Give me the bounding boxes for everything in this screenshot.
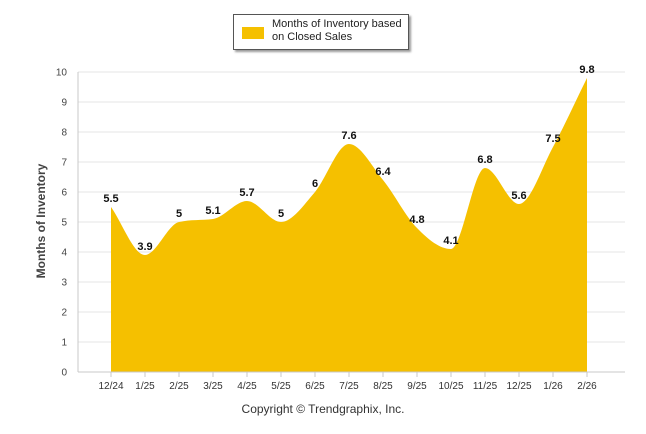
copyright-footer: Copyright © Trendgraphix, Inc.	[241, 402, 405, 416]
data-label: 4.1	[443, 235, 458, 247]
x-tick-label: 9/25	[407, 381, 427, 392]
y-axis-title: Months of Inventory	[34, 163, 48, 279]
data-label: 6	[312, 178, 318, 190]
x-tick-label: 6/25	[305, 381, 325, 392]
y-tick-label: 0	[61, 368, 67, 379]
data-label: 5.6	[511, 190, 526, 202]
x-tick-label: 2/26	[577, 381, 597, 392]
x-tick-label: 4/25	[237, 381, 257, 392]
y-tick-label: 4	[61, 248, 67, 259]
x-tick-label: 11/25	[473, 381, 498, 392]
data-label: 4.8	[409, 214, 424, 226]
data-label: 5.5	[103, 193, 118, 205]
area-series	[111, 78, 587, 372]
x-tick-label: 8/25	[373, 381, 393, 392]
y-tick-label: 5	[61, 218, 67, 229]
y-tick-label: 9	[61, 98, 67, 109]
data-label: 3.9	[137, 241, 152, 253]
x-tick-label: 5/25	[271, 381, 291, 392]
data-label: 6.8	[477, 154, 492, 166]
data-label: 5.1	[205, 205, 220, 217]
data-labels: 5.5 3.9 5 5.1 5.7 5 6 7.6 6.4 4.8 4.1 6.8 5.6 7.5 9.8	[103, 64, 594, 253]
legend-label: Months of Inventory based on Closed Sale…	[272, 18, 402, 43]
data-label: 9.8	[579, 64, 594, 76]
x-tick-label: 1/26	[543, 381, 563, 392]
y-tick-label: 3	[61, 278, 67, 289]
y-tick-label: 10	[56, 68, 68, 79]
y-tick-labels: 0 1 2 3 4 5 6 7 8 9 10	[56, 68, 68, 379]
x-tick-label: 12/25	[506, 381, 531, 392]
x-tick-label: 10/25	[438, 381, 463, 392]
legend-swatch	[242, 27, 264, 39]
data-label: 7.6	[341, 130, 356, 142]
data-label: 5.7	[239, 187, 254, 199]
y-tick-label: 8	[61, 128, 67, 139]
axes	[77, 72, 625, 377]
x-tick-label: 2/25	[169, 381, 189, 392]
x-tick-label: 12/24	[98, 381, 123, 392]
y-tick-label: 2	[61, 308, 67, 319]
x-tick-label: 3/25	[203, 381, 223, 392]
data-label: 7.5	[545, 133, 560, 145]
legend: Months of Inventory based on Closed Sale…	[233, 14, 409, 50]
y-tick-label: 6	[61, 188, 67, 199]
data-label: 5	[278, 208, 284, 220]
data-label: 5	[176, 208, 182, 220]
y-tick-label: 7	[61, 158, 67, 169]
data-label: 6.4	[375, 166, 391, 178]
x-tick-labels: 12/24 1/25 2/25 3/25 4/25 5/25 6/25 7/25 8/25 9/2…	[98, 381, 597, 392]
x-tick-label: 7/25	[339, 381, 359, 392]
y-tick-label: 1	[61, 338, 67, 349]
x-tick-label: 1/25	[135, 381, 155, 392]
